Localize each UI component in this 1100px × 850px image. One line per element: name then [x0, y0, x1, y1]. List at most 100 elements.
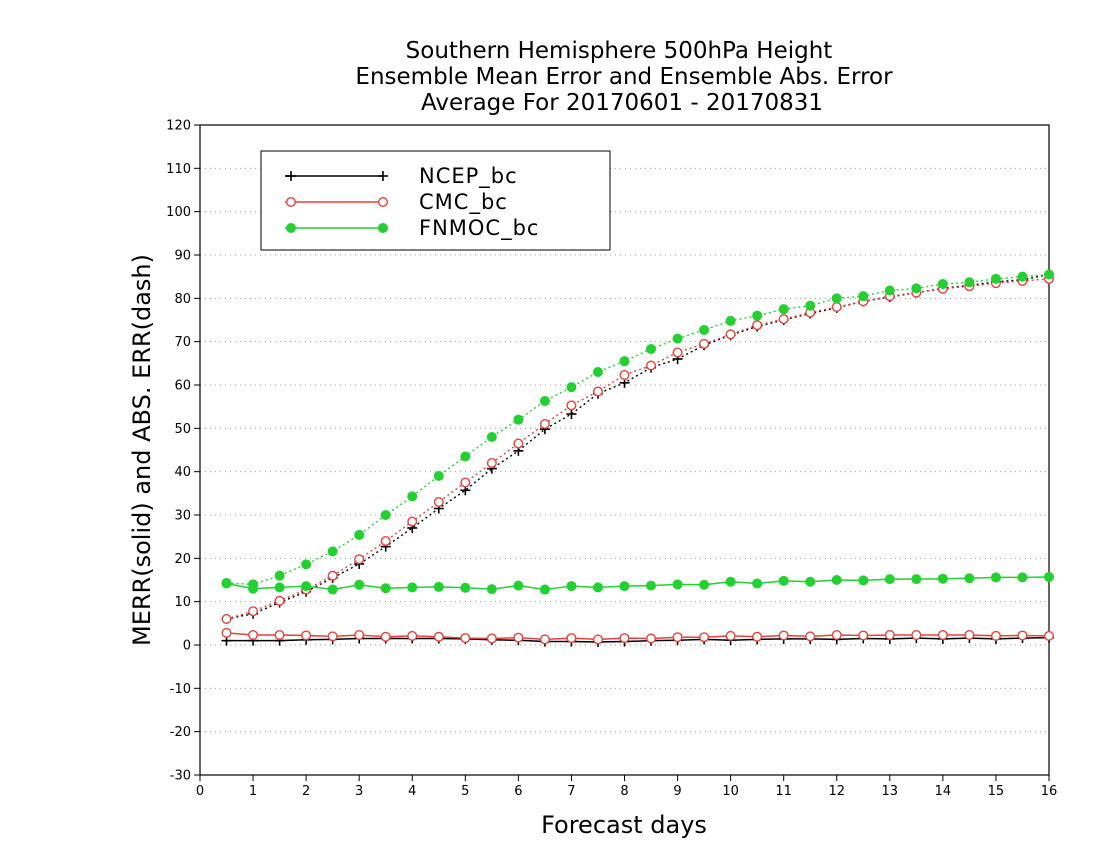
- x-tick-label: 12: [828, 784, 845, 799]
- series-FNMOC_bc-abs-point: [539, 396, 550, 407]
- series-FNMOC_bc-merr-point: [513, 580, 524, 591]
- series-CMC_bc-merr-point: [433, 631, 444, 642]
- x-tick-label: 13: [882, 784, 899, 799]
- series-CMC_bc-abs-point: [460, 477, 471, 488]
- series-FNMOC_bc-abs-point: [301, 559, 312, 570]
- series-FNMOC_bc-merr-point: [805, 576, 816, 587]
- series-CMC_bc-abs-point: [407, 516, 418, 527]
- plot-area: [221, 269, 1054, 647]
- x-tick-label: 2: [302, 784, 310, 799]
- series-FNMOC_bc-abs-point: [699, 324, 710, 335]
- series-CMC_bc-abs-point: [539, 419, 550, 430]
- series-FNMOC_bc-merr-point: [221, 578, 232, 589]
- series-CMC_bc-merr-point: [380, 631, 391, 642]
- series-FNMOC_bc-abs-point: [433, 471, 444, 481]
- series-FNMOC_bc-abs-line: [226, 273, 1050, 586]
- series-FNMOC_bc-abs-point: [725, 315, 736, 326]
- x-tick-label: 7: [567, 784, 575, 799]
- series-CMC_bc-merr-point: [805, 631, 816, 642]
- x-tick-label: 14: [935, 784, 952, 799]
- legend-marker-start-NCEP_bc: [286, 171, 296, 181]
- legend-marker-end-FNMOC_bc: [378, 223, 388, 233]
- series-CMC_bc-abs-point: [672, 347, 683, 358]
- series-FNMOC_bc-abs-point: [486, 432, 497, 442]
- series-FNMOC_bc-merr-point: [831, 575, 842, 585]
- y-tick-label: 0: [183, 639, 191, 654]
- series-CMC_bc-abs-line: [226, 278, 1050, 620]
- series-CMC_bc-merr-point: [513, 632, 524, 643]
- series-FNMOC_bc-merr-point: [884, 574, 895, 585]
- series-FNMOC_bc-merr-point: [990, 572, 1001, 583]
- series-CMC_bc-merr-point: [486, 633, 497, 644]
- y-tick-label: 120: [166, 119, 191, 134]
- series-CMC_bc-merr-point: [1017, 630, 1028, 641]
- series-CMC_bc-abs-point: [646, 360, 657, 371]
- series-FNMOC_bc-abs-point: [937, 279, 948, 290]
- series-FNMOC_bc-abs-point: [858, 291, 869, 302]
- legend-label-FNMOC_bc: FNMOC_bc: [419, 216, 539, 241]
- series-FNMOC_bc-abs-point: [380, 510, 391, 520]
- y-tick-label: -30: [170, 769, 191, 784]
- grid-lines: [200, 167, 1049, 733]
- series-FNMOC_bc-abs-point: [407, 491, 418, 502]
- series-FNMOC_bc-abs-point: [619, 356, 630, 367]
- series-FNMOC_bc-merr-point: [327, 584, 338, 595]
- series-FNMOC_bc-merr-point: [937, 573, 948, 584]
- series-FNMOC_bc-merr-point: [407, 582, 418, 593]
- series-FNMOC_bc-merr-point: [592, 582, 603, 593]
- series-FNMOC_bc-abs-point: [990, 273, 1001, 284]
- y-axis-label: MERR(solid) and ABS. ERR(dash): [128, 254, 156, 646]
- series-CMC_bc-merr-point: [327, 631, 338, 642]
- series-FNMOC_bc-merr-point: [646, 580, 657, 591]
- legend-label-CMC_bc: CMC_bc: [419, 190, 508, 215]
- series-CMC_bc-merr-point: [274, 630, 285, 641]
- y-tick-label: 100: [166, 205, 191, 220]
- x-tick-label: 3: [355, 784, 363, 799]
- series-FNMOC_bc-abs-point: [646, 344, 657, 355]
- y-tick-label: 60: [174, 379, 191, 394]
- series-CMC_bc-merr-point: [539, 634, 550, 645]
- series-CMC_bc-merr-point: [778, 630, 789, 641]
- series-FNMOC_bc-merr-point: [380, 583, 391, 594]
- series-CMC_bc-abs-point: [699, 338, 710, 349]
- y-tick-label: 50: [174, 422, 191, 437]
- series-CMC_bc-merr-point: [831, 630, 842, 641]
- series-FNMOC_bc-abs-point: [911, 283, 922, 294]
- series-FNMOC_bc-merr-point: [274, 582, 285, 593]
- series-CMC_bc-merr-point: [964, 630, 975, 641]
- series-FNMOC_bc-merr-point: [1044, 571, 1054, 582]
- series-CMC_bc-merr-point: [619, 633, 630, 644]
- series-CMC_bc-merr-point: [566, 633, 577, 644]
- legend-label-NCEP_bc: NCEP_bc: [419, 164, 518, 189]
- series-FNMOC_bc-merr-point: [619, 581, 630, 592]
- y-tick-label: 70: [174, 335, 191, 350]
- series-FNMOC_bc-abs-point: [460, 451, 471, 462]
- series-FNMOC_bc-abs-point: [327, 546, 338, 557]
- series-FNMOC_bc-merr-point: [248, 583, 259, 594]
- series-CMC_bc-merr-point: [460, 633, 471, 644]
- series-FNMOC_bc-merr-line: [226, 576, 1050, 591]
- series-CMC_bc-merr-point: [1043, 630, 1054, 641]
- series-CMC_bc-merr-point: [248, 630, 259, 641]
- x-tick-label: 5: [461, 784, 469, 799]
- series-CMC_bc-merr-point: [937, 630, 948, 641]
- series-FNMOC_bc-merr-point: [433, 581, 444, 592]
- x-tick-label: 0: [196, 784, 204, 799]
- y-tick-label: 10: [174, 595, 191, 610]
- legend-marker-end-NCEP_bc: [378, 171, 388, 181]
- series-CMC_bc-abs-point: [274, 595, 285, 606]
- series-FNMOC_bc-abs-point: [964, 277, 975, 288]
- y-tick-label: -20: [170, 725, 191, 740]
- x-axis-label: Forecast days: [541, 811, 707, 839]
- series-FNMOC_bc-merr-point: [699, 579, 710, 590]
- x-tick-label: 15: [988, 784, 1005, 799]
- series-FNMOC_bc-abs-point: [884, 285, 895, 296]
- series-CMC_bc-abs-point: [592, 386, 603, 397]
- series-CMC_bc-merr-point: [354, 630, 365, 641]
- series-FNMOC_bc-merr-point: [725, 576, 736, 587]
- series-FNMOC_bc-abs-point: [1044, 269, 1054, 280]
- series-FNMOC_bc-abs-point: [1017, 271, 1028, 282]
- series-CMC_bc-abs-point: [486, 458, 497, 469]
